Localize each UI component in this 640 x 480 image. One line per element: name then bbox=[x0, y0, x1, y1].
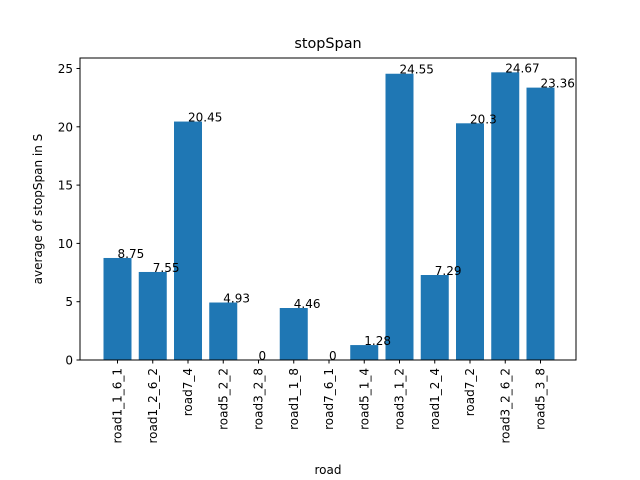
data-label-road1_1_6_1: 8.75 bbox=[118, 247, 145, 261]
data-label-road3_2_8: 0 bbox=[259, 349, 267, 363]
plot-frame bbox=[79, 57, 577, 361]
y-tick-label: 25 bbox=[58, 62, 73, 76]
x-tick-label-road1_2_4: road1_2_4 bbox=[428, 368, 442, 430]
bars-layer bbox=[103, 72, 555, 361]
data-label-road3_1_2: 24.55 bbox=[400, 63, 434, 77]
y-axis: 0 5 10 15 20 25 bbox=[58, 62, 80, 368]
x-axis-label: road bbox=[315, 463, 342, 477]
data-label-road7_2: 20.3 bbox=[470, 112, 497, 126]
y-axis-label: average of stopSpan in S bbox=[31, 134, 45, 285]
x-tick-label-road5_1_4: road5_1_4 bbox=[357, 368, 371, 430]
data-label-road1_1_8: 4.46 bbox=[294, 297, 321, 311]
x-tick-label-road3_2_8: road3_2_8 bbox=[252, 368, 266, 430]
chart-title: stopSpan bbox=[294, 36, 361, 52]
x-tick-label-road3_1_2: road3_1_2 bbox=[393, 368, 407, 430]
data-label-road3_2_6_2: 24.67 bbox=[505, 61, 539, 75]
y-tick-label: 10 bbox=[58, 237, 73, 251]
x-tick-label-road7_6_1: road7_6_1 bbox=[322, 368, 336, 430]
bar-road7_4 bbox=[174, 121, 202, 360]
x-tick-label-road3_2_6_2: road3_2_6_2 bbox=[498, 368, 512, 444]
bar-road1_1_6_1 bbox=[103, 257, 132, 360]
x-tick-label-road1_1_8: road1_1_8 bbox=[287, 368, 301, 430]
y-tick-label: 15 bbox=[58, 179, 73, 193]
data-label-road5_3_8: 23.36 bbox=[541, 77, 575, 91]
x-tick-label-road7_4: road7_4 bbox=[181, 368, 195, 416]
x-tick-label-road1_2_6_2: road1_2_6_2 bbox=[146, 368, 160, 444]
data-labels-layer: 8.75 7.55 20.45 4.93 0 4.46 0 1.28 24.55 7.29 20.3… bbox=[118, 61, 575, 363]
bar-road7_2 bbox=[456, 123, 484, 360]
y-tick-label: 5 bbox=[65, 295, 73, 309]
data-label-road7_6_1: 0 bbox=[329, 349, 337, 363]
data-label-road1_2_6_2: 7.55 bbox=[153, 261, 180, 275]
data-label-road5_1_4: 1.28 bbox=[364, 334, 391, 348]
x-tick-label-road5_3_8: road5_3_8 bbox=[534, 368, 548, 430]
bar-road3_1_2 bbox=[385, 73, 414, 361]
x-tick-label-road7_2: road7_2 bbox=[463, 368, 477, 416]
data-label-road1_2_4: 7.29 bbox=[435, 264, 462, 278]
y-tick-label: 20 bbox=[58, 120, 73, 134]
bar-road5_1_4 bbox=[350, 345, 379, 360]
bar-road1_2_6_2 bbox=[138, 271, 167, 360]
y-tick-label: 0 bbox=[65, 354, 73, 368]
x-tick-label-road5_2_2: road5_2_2 bbox=[216, 368, 230, 430]
x-axis: road1_1_6_1 road1_2_6_2 road7_4 road5_2_2 ro… bbox=[111, 360, 548, 444]
bar-road5_2_2 bbox=[209, 302, 238, 360]
bar-road5_3_8 bbox=[526, 87, 555, 361]
bar-road1_1_8 bbox=[279, 308, 308, 360]
x-tick-label-road1_1_6_1: road1_1_6_1 bbox=[111, 368, 125, 444]
bar-road3_2_6_2 bbox=[491, 72, 520, 360]
bar-road1_2_4 bbox=[420, 275, 449, 360]
data-label-road5_2_2: 4.93 bbox=[223, 292, 250, 306]
data-label-road7_4: 20.45 bbox=[188, 111, 222, 125]
